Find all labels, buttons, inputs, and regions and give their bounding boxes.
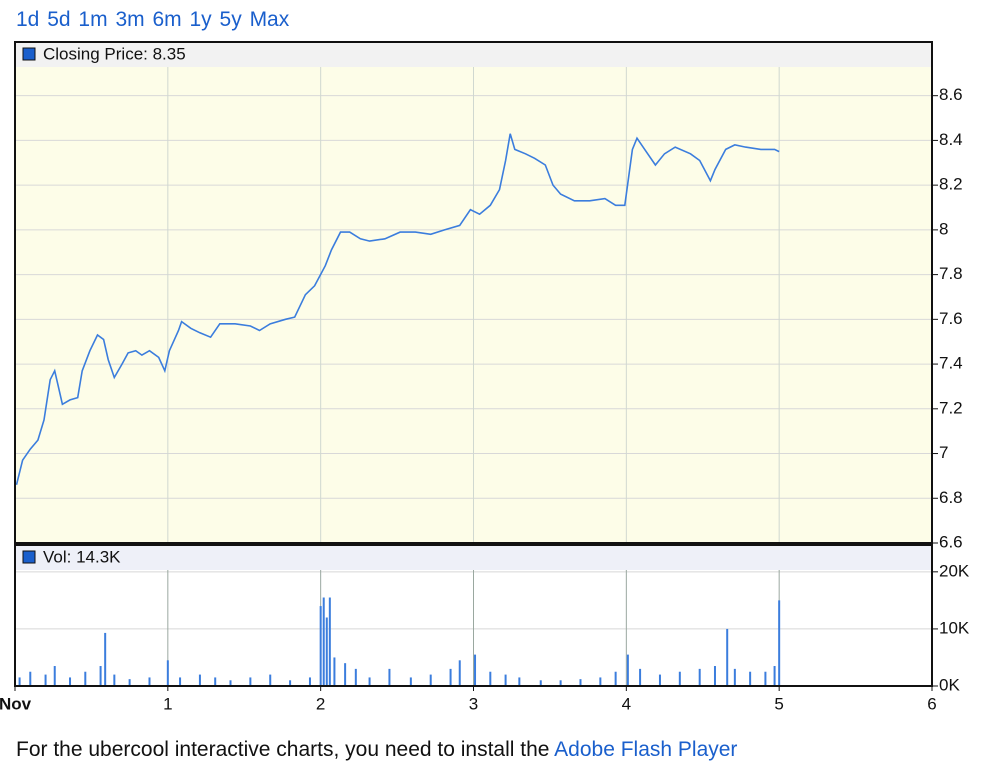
volume-bar	[328, 597, 331, 686]
chart: 6.6 6.8 7 7.2 7.4 7.6 7.8 8 8.2 8.4 8.6 Closing Pri…	[0, 41, 970, 713]
volume-bar	[626, 654, 629, 686]
volume-bar	[128, 679, 131, 686]
range-link[interactable]: 5d	[47, 8, 71, 31]
volume-bar	[639, 668, 642, 686]
volume-bar	[322, 597, 325, 686]
y-tick-label: 8.4	[939, 130, 963, 149]
volume-bar	[308, 677, 311, 686]
volume-bar	[99, 666, 102, 686]
volume-bar	[319, 606, 322, 686]
volume-bar	[764, 671, 767, 686]
volume-bar	[229, 680, 232, 686]
range-link[interactable]: 1m	[78, 8, 108, 31]
flash-link[interactable]: Adobe Flash Player	[554, 738, 738, 761]
volume-bar	[698, 668, 701, 686]
range-links: 1d 5d 1m 3m 6m 1y 5y Max	[16, 8, 291, 32]
volume-bar	[69, 677, 72, 686]
y-tick-label: 8.6	[939, 85, 963, 104]
volume-bar	[29, 671, 32, 686]
y-tick-label: 0K	[939, 675, 960, 694]
y-tick-label: 6.8	[939, 488, 963, 507]
volume-bar	[325, 617, 328, 686]
volume-bar	[368, 677, 371, 686]
volume-bar	[599, 677, 602, 686]
legend-label: Vol: 14.3K	[43, 547, 121, 566]
volume-bar	[333, 657, 336, 686]
volume-bar	[388, 668, 391, 686]
x-tick-label: Nov	[0, 694, 32, 713]
range-link[interactable]: 5y	[219, 8, 242, 31]
legend-band	[16, 43, 931, 67]
range-link[interactable]: 1d	[16, 8, 40, 31]
volume-bar	[713, 666, 716, 686]
volume-bar	[429, 674, 432, 686]
footer-text: For the ubercool interactive charts, you…	[16, 738, 550, 761]
y-tick-label: 7	[939, 443, 948, 462]
volume-bar	[518, 677, 521, 686]
y-tick-label: 7.6	[939, 309, 963, 328]
y-tick-label: 20K	[939, 561, 970, 580]
volume-bar	[539, 680, 542, 686]
x-tick-label: 5	[774, 694, 783, 713]
y-tick-label: 10K	[939, 618, 970, 637]
volume-bar	[179, 677, 182, 686]
price-line	[15, 133, 780, 485]
y-tick-label: 7.4	[939, 354, 963, 373]
volume-bar	[269, 674, 272, 686]
volume-bar	[658, 674, 661, 686]
volume-bar	[489, 671, 492, 686]
range-link[interactable]: 3m	[115, 8, 145, 31]
volume-bar	[166, 660, 169, 686]
volume-bar	[579, 679, 582, 686]
volume-bar	[104, 632, 107, 686]
range-link[interactable]: Max	[249, 8, 290, 31]
volume-bar	[354, 668, 357, 686]
volume-bar	[749, 671, 752, 686]
volume-bar	[18, 677, 21, 686]
legend-label: Closing Price: 8.35	[43, 44, 186, 63]
y-tick-label: 8.2	[939, 175, 963, 194]
volume-bar	[474, 654, 477, 686]
legend-swatch	[22, 47, 36, 61]
footer: For the ubercool interactive charts, you…	[16, 738, 737, 762]
volume-bar	[773, 666, 776, 686]
volume-bar	[458, 660, 461, 686]
x-tick-label: 3	[469, 694, 478, 713]
volume-bar	[504, 674, 507, 686]
panel-frame	[14, 544, 933, 687]
x-tick-label: 2	[316, 694, 325, 713]
volume-bar	[148, 677, 151, 686]
y-tick-label: 8	[939, 219, 948, 238]
volume-bar	[113, 674, 116, 686]
volume-bar	[84, 671, 87, 686]
legend-swatch	[22, 550, 36, 564]
panel-frame	[14, 41, 933, 544]
range-link[interactable]: 1y	[189, 8, 212, 31]
range-link[interactable]: 6m	[152, 8, 182, 31]
volume-bar	[249, 677, 252, 686]
x-tick-label: 1	[163, 694, 172, 713]
volume-bar	[778, 600, 781, 686]
x-tick-label: 4	[622, 694, 631, 713]
volume-bar	[344, 663, 347, 686]
volume-bar	[614, 671, 617, 686]
y-tick-label: 6.6	[939, 532, 963, 551]
y-tick-label: 7.2	[939, 398, 963, 417]
volume-bar	[559, 680, 562, 686]
volume-bar	[53, 666, 56, 686]
volume-bar	[409, 677, 412, 686]
volume-bar	[289, 680, 292, 686]
volume-bar	[449, 668, 452, 686]
volume-bar	[214, 677, 217, 686]
volume-bar	[678, 671, 681, 686]
volume-bar	[44, 674, 47, 686]
x-tick-label: 6	[927, 694, 936, 713]
y-tick-label: 7.8	[939, 264, 963, 283]
legend-band	[16, 546, 931, 570]
volume-bar	[733, 668, 736, 686]
volume-bar	[726, 628, 729, 686]
volume-bar	[198, 674, 201, 686]
